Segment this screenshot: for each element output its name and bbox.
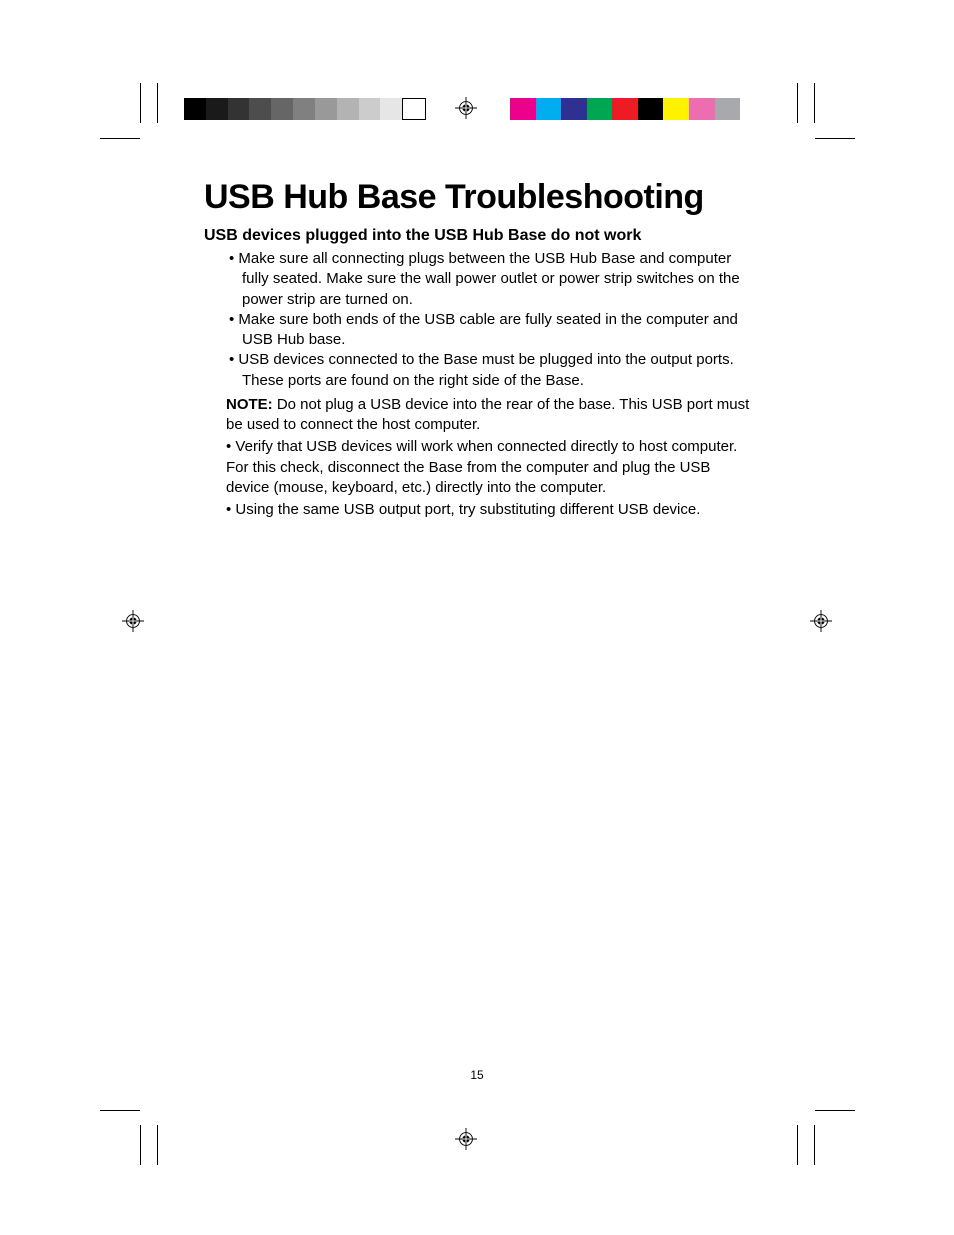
swatch — [315, 98, 337, 120]
swatch — [359, 98, 381, 120]
paragraph: • Using the same USB output port, try su… — [226, 500, 754, 520]
color-calibration-bar — [510, 98, 740, 120]
swatch — [402, 98, 426, 120]
grayscale-calibration-bar — [184, 98, 426, 120]
swatch — [184, 98, 206, 120]
content-area: USB Hub Base Troubleshooting USB devices… — [204, 178, 754, 522]
note-paragraph: NOTE: Do not plug a USB device into the … — [226, 395, 754, 436]
crop-mark — [100, 138, 140, 139]
registration-mark-icon — [810, 610, 832, 632]
swatch — [587, 98, 613, 120]
swatch — [663, 98, 689, 120]
list-item: Make sure all connecting plugs between t… — [242, 249, 754, 310]
page-number: 15 — [0, 1068, 954, 1082]
crop-mark — [140, 1125, 141, 1165]
swatch — [293, 98, 315, 120]
registration-mark-icon — [455, 97, 477, 119]
crop-mark — [157, 83, 158, 123]
list-item: USB devices connected to the Base must b… — [242, 350, 754, 391]
crop-mark — [157, 1125, 158, 1165]
crop-mark — [140, 83, 141, 123]
swatch — [249, 98, 271, 120]
section-heading: USB devices plugged into the USB Hub Bas… — [204, 227, 754, 245]
page-title: USB Hub Base Troubleshooting — [204, 178, 754, 217]
swatch — [612, 98, 638, 120]
crop-mark — [814, 1125, 815, 1165]
crop-mark — [797, 83, 798, 123]
swatch — [638, 98, 664, 120]
swatch — [380, 98, 402, 120]
document-page: USB Hub Base Troubleshooting USB devices… — [0, 0, 954, 1235]
paragraph: • Verify that USB devices will work when… — [226, 437, 754, 498]
crop-mark — [100, 1110, 140, 1111]
crop-mark — [815, 138, 855, 139]
registration-mark-icon — [455, 1128, 477, 1150]
swatch — [271, 98, 293, 120]
crop-mark — [815, 1110, 855, 1111]
registration-mark-icon — [122, 610, 144, 632]
swatch — [228, 98, 250, 120]
bullet-list: Make sure all connecting plugs between t… — [204, 249, 754, 391]
swatch — [715, 98, 741, 120]
crop-mark — [797, 1125, 798, 1165]
swatch — [337, 98, 359, 120]
swatch — [536, 98, 562, 120]
swatch — [206, 98, 228, 120]
swatch — [689, 98, 715, 120]
crop-mark — [814, 83, 815, 123]
swatch — [510, 98, 536, 120]
list-item: Make sure both ends of the USB cable are… — [242, 310, 754, 351]
note-label: NOTE: — [226, 396, 273, 413]
note-text: Do not plug a USB device into the rear o… — [226, 396, 749, 433]
swatch — [561, 98, 587, 120]
